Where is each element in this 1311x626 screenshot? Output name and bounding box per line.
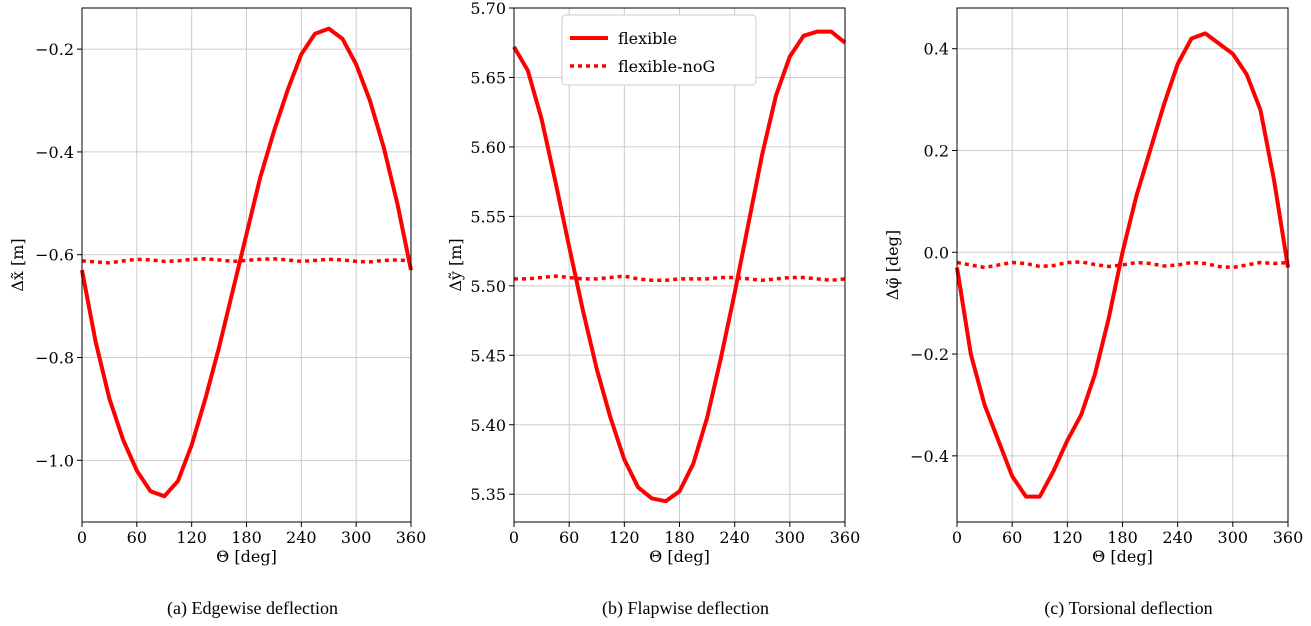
y-axis-label-a: Δx̃ [m] — [8, 238, 27, 291]
series-line-flexible — [955, 31, 1290, 499]
y-tick-label: 5.70 — [470, 0, 506, 18]
legend: flexible flexible-noG — [561, 14, 757, 86]
caption-b: (b) Flapwise deflection — [602, 598, 769, 619]
y-tick-label: 0.0 — [924, 243, 949, 262]
x-tick-label: 240 — [1162, 528, 1193, 547]
y-tick-label: −0.8 — [35, 349, 74, 368]
y-tick-label: 5.60 — [470, 138, 506, 157]
y-tick-label: −0.2 — [910, 345, 949, 364]
series-line-flexible-noG — [956, 260, 1289, 270]
y-tick-label: 5.40 — [470, 416, 506, 435]
x-axis-label-c: Θ [deg] — [1092, 547, 1153, 566]
x-tick-label: 60 — [127, 528, 147, 547]
series-layer-c — [955, 31, 1290, 499]
series-line-flexible — [512, 29, 847, 504]
legend-label-flexible: flexible — [618, 29, 677, 48]
y-tick-label: 5.65 — [470, 68, 506, 87]
ticks-a: 0 60 120 180 240 300 360 −1.0 −0.8 −0.6 −0.4 −0.2 — [35, 40, 426, 547]
x-tick-label: 0 — [952, 528, 962, 547]
grid-a — [81, 8, 412, 522]
x-tick-label: 180 — [231, 528, 262, 547]
caption-a: (a) Edgewise deflection — [167, 598, 338, 619]
y-tick-label: −1.0 — [35, 451, 74, 470]
y-tick-label: −0.6 — [35, 246, 74, 265]
caption-c: (c) Torsional deflection — [1044, 598, 1212, 619]
series-layer-b — [512, 29, 847, 504]
legend-label-flexible-noG: flexible-noG — [618, 57, 715, 76]
x-tick-label: 180 — [1107, 528, 1138, 547]
y-tick-label: 5.50 — [470, 277, 506, 296]
y-tick-label: 5.45 — [470, 346, 506, 365]
x-tick-label: 60 — [1002, 528, 1022, 547]
y-tick-label: 5.55 — [470, 207, 506, 226]
y-tick-label: −0.2 — [35, 40, 74, 59]
y-tick-label: −0.4 — [35, 143, 74, 162]
x-axis-label-a: Θ [deg] — [216, 547, 277, 566]
x-tick-label: 120 — [176, 528, 207, 547]
x-tick-label: 120 — [609, 528, 640, 547]
x-tick-label: 0 — [77, 528, 87, 547]
x-tick-label: 180 — [664, 528, 695, 547]
series-line-flexible-noG — [81, 257, 412, 265]
x-tick-label: 120 — [1052, 528, 1083, 547]
series-line-flexible — [80, 26, 413, 499]
x-tick-label: 240 — [719, 528, 750, 547]
y-tick-label: 5.35 — [470, 485, 506, 504]
panel-b: 0 60 120 180 240 300 360 5.35 5.40 5.45 5.50 5.55 5.… — [446, 0, 860, 619]
x-tick-label: 300 — [775, 528, 806, 547]
x-tick-label: 300 — [341, 528, 372, 547]
y-axis-label-c: Δφ̃ [deg] — [883, 230, 902, 300]
series-layer-a — [80, 26, 413, 499]
x-tick-label: 0 — [509, 528, 519, 547]
ticks-b: 0 60 120 180 240 300 360 5.35 5.40 5.45 5.50 5.55 5.… — [470, 0, 860, 547]
x-tick-label: 360 — [1273, 528, 1304, 547]
x-tick-label: 360 — [396, 528, 427, 547]
y-tick-label: −0.4 — [910, 447, 949, 466]
legend-box — [561, 14, 757, 86]
y-tick-label: 0.4 — [924, 40, 949, 59]
panel-c: 0 60 120 180 240 300 360 −0.4 −0.2 0.0 0.2 0.4 Θ [d… — [883, 7, 1303, 619]
y-tick-label: 0.2 — [924, 141, 949, 160]
x-tick-label: 60 — [559, 528, 579, 547]
x-axis-label-b: Θ [deg] — [649, 547, 710, 566]
x-tick-label: 300 — [1218, 528, 1249, 547]
ticks-c: 0 60 120 180 240 300 360 −0.4 −0.2 0.0 0.2 0.4 — [910, 40, 1303, 547]
x-tick-label: 360 — [830, 528, 861, 547]
y-axis-label-b: Δỹ [m] — [446, 238, 465, 291]
x-tick-label: 240 — [286, 528, 317, 547]
panel-a: 0 60 120 180 240 300 360 −1.0 −0.8 −0.6 −0.4 −0.2 Θ… — [8, 7, 426, 619]
